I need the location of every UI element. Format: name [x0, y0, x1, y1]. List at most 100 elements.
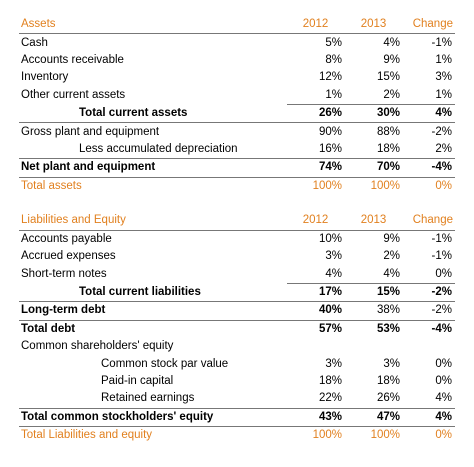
- value-2012: [287, 338, 345, 355]
- value-2012: 74%: [318, 161, 342, 174]
- value-2012: 1%: [325, 88, 342, 101]
- value-2012: 90%: [318, 125, 342, 138]
- value-2012: 100%: [287, 176, 345, 195]
- subtotal-row: Total current assets 26% 30% 4%: [19, 103, 455, 124]
- value-2013: 100%: [345, 176, 403, 195]
- row-label: Common shareholders' equity: [21, 340, 174, 353]
- value-2012: 12%: [318, 71, 342, 84]
- table-row: Inventory 12% 15% 3%: [19, 69, 455, 86]
- table-row: Cash 5% 4% -1%: [19, 34, 455, 52]
- value-change: 2%: [403, 140, 455, 160]
- row-label: Accrued expenses: [21, 250, 116, 263]
- value-2013: 4%: [383, 36, 400, 49]
- row-label: Net plant and equipment: [21, 161, 156, 174]
- table-row: Paid-in capital 18% 18% 0%: [19, 373, 455, 390]
- value-2012: 57%: [318, 322, 342, 335]
- table-row: Other current assets 1% 2% 1%: [19, 87, 455, 105]
- subtotal-row: Net plant and equipment 74% 70% -4%: [19, 159, 455, 177]
- subtotal-row: Total debt 57% 53% -4%: [19, 320, 455, 338]
- value-change: 4%: [403, 103, 455, 124]
- row-label: Common stock par value: [101, 357, 229, 370]
- assets-section-title: Assets: [19, 16, 287, 35]
- value-2012: 4%: [325, 267, 342, 280]
- row-label: Other current assets: [21, 89, 126, 101]
- liabilities-header-row: Liabilities and Equity 2012 2013 Change: [19, 212, 455, 231]
- value-2013: 26%: [345, 390, 403, 409]
- value-2012: 3%: [325, 357, 342, 370]
- value-2012: 17%: [287, 282, 345, 303]
- subtotal-row: Total current liabilities 17% 15% -2%: [19, 282, 455, 303]
- column-header-2012: 2012: [287, 16, 345, 35]
- value-change: -2%: [431, 125, 452, 138]
- row-label: Long-term debt: [19, 301, 287, 321]
- row-label: Inventory: [21, 71, 69, 84]
- value-2013: 88%: [376, 125, 400, 138]
- row-label: Paid-in capital: [101, 375, 174, 387]
- value-2013: 47%: [376, 410, 400, 423]
- value-2013: 38%: [345, 301, 403, 321]
- value-2012: 16%: [287, 140, 345, 160]
- column-header-2013: 2013: [345, 16, 403, 35]
- value-2013: 18%: [376, 375, 400, 387]
- value-2012: 18%: [318, 375, 342, 387]
- value-2012: 3%: [325, 250, 342, 263]
- value-change: -2%: [403, 282, 455, 303]
- value-2013: 100%: [345, 425, 403, 445]
- column-header-change: Change: [403, 212, 455, 231]
- row-label: Total common stockholders' equity: [21, 410, 214, 423]
- value-change: 0%: [435, 375, 452, 387]
- value-2013: 70%: [376, 161, 400, 174]
- table-row: Accounts receivable 8% 9% 1%: [19, 52, 455, 69]
- table-row: Common stock par value 3% 3% 0%: [19, 355, 455, 372]
- value-change: [403, 338, 455, 355]
- value-2013: 4%: [383, 267, 400, 280]
- row-label: Accounts payable: [21, 232, 112, 245]
- value-2012: 22%: [287, 390, 345, 409]
- value-2013: 18%: [345, 140, 403, 160]
- value-change: 1%: [435, 53, 452, 66]
- value-2013: 15%: [345, 282, 403, 303]
- value-2012: 5%: [325, 36, 342, 49]
- row-label: Accounts receivable: [21, 53, 124, 66]
- assets-header-row: Assets 2012 2013 Change: [19, 16, 455, 35]
- value-2013: 30%: [345, 103, 403, 124]
- value-change: -1%: [431, 36, 452, 49]
- value-2013: 53%: [376, 322, 400, 335]
- value-change: 0%: [435, 267, 452, 280]
- liabilities-section-title: Liabilities and Equity: [19, 212, 287, 231]
- value-change: 0%: [403, 176, 455, 195]
- table-row: Accrued expenses 3% 2% -1%: [19, 248, 455, 265]
- value-2012: 40%: [287, 301, 345, 321]
- value-change: -1%: [431, 232, 452, 245]
- value-change: 0%: [435, 357, 452, 370]
- table-row: Common shareholders' equity: [19, 338, 455, 355]
- row-label: Total current assets: [19, 104, 287, 124]
- value-2013: 9%: [383, 232, 400, 245]
- table-row: Retained earnings 22% 26% 4%: [19, 390, 455, 409]
- value-2013: 9%: [383, 53, 400, 66]
- subtotal-row: Total common stockholders' equity 43% 47…: [19, 408, 455, 426]
- row-label: Short-term notes: [21, 267, 107, 280]
- value-change: 0%: [403, 425, 455, 445]
- value-2012: 10%: [318, 232, 342, 245]
- balance-sheet-table: Assets 2012 2013 Change Cash 5% 4% -1% A…: [19, 16, 455, 445]
- value-change: -4%: [431, 322, 452, 335]
- value-2013: 2%: [383, 250, 400, 263]
- value-2013: [345, 338, 403, 355]
- row-label: Cash: [21, 36, 48, 49]
- table-row: Less accumulated depreciation 16% 18% 2%: [19, 140, 455, 160]
- value-change: 3%: [435, 71, 452, 84]
- section-spacer: [19, 195, 455, 212]
- table-row: Accounts payable 10% 9% -1%: [19, 230, 455, 248]
- row-label: Total assets: [19, 176, 287, 195]
- value-2013: 3%: [383, 357, 400, 370]
- value-change: -4%: [431, 161, 452, 174]
- value-2013: 2%: [383, 88, 400, 101]
- total-assets-row: Total assets 100% 100% 0%: [19, 176, 455, 195]
- row-label: Gross plant and equipment: [21, 125, 160, 138]
- value-2013: 15%: [376, 71, 400, 84]
- total-liabilities-equity-row: Total Liabilities and equity 100% 100% 0…: [19, 425, 455, 445]
- row-label: Less accumulated depreciation: [19, 140, 287, 160]
- value-2012: 26%: [287, 103, 345, 124]
- value-change: -1%: [431, 250, 452, 263]
